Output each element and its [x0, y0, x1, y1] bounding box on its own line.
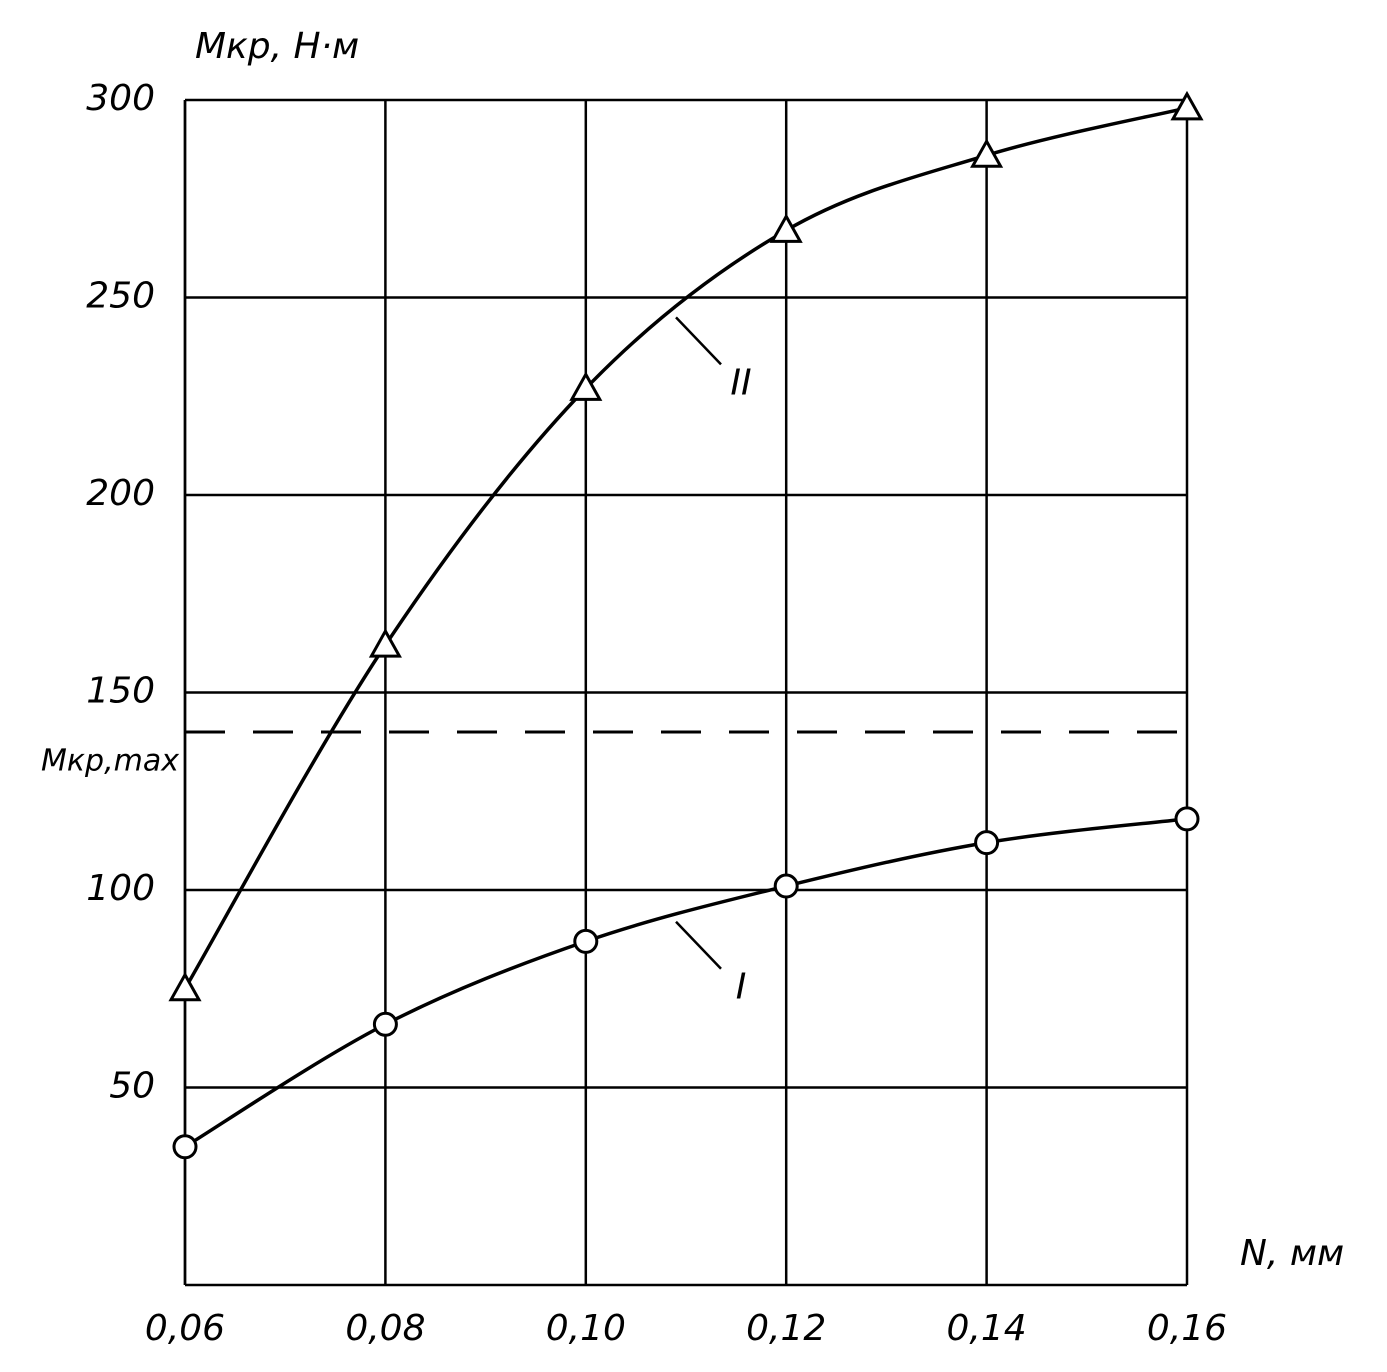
- marker: [573, 928, 599, 954]
- y-tick-label: 300: [86, 78, 155, 119]
- x-tick-label: 0,16: [1147, 1308, 1227, 1349]
- marker: [168, 971, 202, 1002]
- reference-label: Mкр,max: [41, 744, 179, 779]
- leader-line: [675, 316, 722, 366]
- marker: [172, 1134, 198, 1160]
- series-label: II: [730, 362, 751, 403]
- marker: [1170, 90, 1204, 121]
- x-tick-label: 0,12: [746, 1308, 826, 1349]
- y-tick-label: 50: [109, 1066, 155, 1107]
- y-tick-label: 150: [86, 671, 155, 712]
- x-tick-label: 0,06: [145, 1308, 225, 1349]
- marker: [372, 1011, 398, 1037]
- x-tick-label: 0,10: [546, 1308, 626, 1349]
- marker: [974, 830, 1000, 856]
- x-tick-label: 0,14: [947, 1308, 1027, 1349]
- marker: [1174, 806, 1200, 832]
- marker: [769, 213, 803, 243]
- marker: [773, 873, 799, 899]
- series-line: [183, 106, 1188, 990]
- leader-line: [675, 920, 722, 970]
- y-tick-label: 100: [86, 868, 155, 909]
- y-axis-label: Mкр, Н·м: [195, 26, 359, 67]
- y-tick-label: 250: [86, 276, 155, 317]
- y-tick-label: 200: [86, 473, 155, 514]
- x-axis-label: N, мм: [1240, 1233, 1344, 1274]
- series-label: I: [736, 967, 747, 1008]
- marker: [368, 628, 402, 658]
- marker: [569, 371, 603, 401]
- series-line: [184, 817, 1188, 1149]
- marker: [970, 138, 1004, 168]
- x-tick-label: 0,08: [345, 1308, 425, 1349]
